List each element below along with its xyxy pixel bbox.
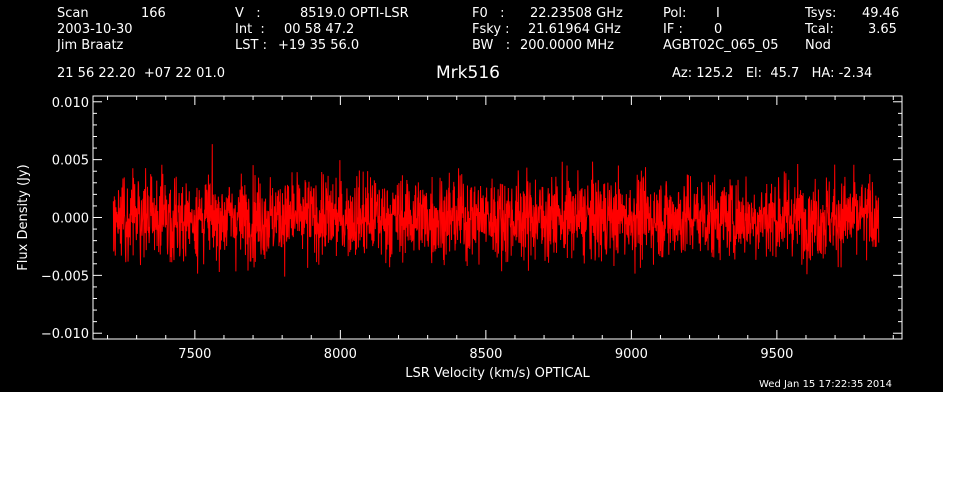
project-id: AGBT02C_065_05 (663, 38, 779, 53)
spectrum-trace-group (112, 144, 880, 277)
y-tick-label: −0.010 (41, 327, 89, 342)
observing-mode: Nod (805, 38, 831, 53)
source-coordinates: 21 56 22.20 +07 22 01.0 (57, 66, 226, 81)
fsky-value: 21.61964 GHz (528, 22, 621, 37)
x-tick-label: 8500 (469, 347, 502, 362)
tsys-label: Tsys: (805, 6, 837, 21)
plot-window: Scan 166 2003-10-30 Jim Braatz V : 8519.… (0, 0, 943, 392)
fsky-label: Fsky : (472, 22, 510, 37)
observation-date: 2003-10-30 (57, 22, 133, 37)
y-tick-label: 0.005 (52, 154, 89, 169)
axes: 7500 8000 8500 9000 9500 −0.010 −0.005 0.000 0.0… (41, 96, 902, 362)
if-value: 0 (714, 22, 723, 37)
bandwidth-label: BW : (472, 38, 511, 53)
tcal-value: 3.65 (868, 22, 897, 37)
velocity-label: V : (235, 6, 261, 21)
f0-label: F0 : (472, 6, 505, 21)
spectrum-chart: 7500 8000 8500 9000 9500 −0.010 −0.005 0.000 0.0… (16, 95, 903, 381)
tcal-label: Tcal: (805, 22, 834, 37)
y-axis-label: Flux Density (Jy) (16, 164, 31, 270)
pol-label: Pol: (663, 6, 687, 21)
if-label: IF : (663, 22, 683, 37)
y-tick-label: 0.000 (52, 212, 89, 227)
bandwidth-value: 200.0000 MHz (520, 38, 614, 53)
f0-value: 22.23508 GHz (530, 6, 623, 21)
lst-label: LST : (235, 38, 267, 53)
scan-value: 166 (141, 6, 166, 21)
plot-timestamp: Wed Jan 15 17:22:35 2014 (759, 379, 893, 390)
tsys-value: 49.46 (862, 6, 900, 21)
y-tick-label: −0.005 (41, 269, 89, 284)
integration-value: 00 58 47.2 (284, 22, 355, 37)
velocity-value: 8519.0 OPTI-LSR (300, 6, 409, 21)
pol-value: I (716, 6, 720, 21)
x-tick-label: 7500 (178, 347, 211, 362)
observer-name: Jim Braatz (57, 38, 124, 53)
integration-label: Int : (235, 22, 265, 37)
lst-value: +19 35 56.0 (278, 38, 360, 53)
x-tick-label: 9000 (615, 347, 648, 362)
x-tick-label: 9500 (760, 347, 793, 362)
y-tick-label: 0.010 (52, 96, 89, 111)
x-tick-label: 8000 (324, 347, 357, 362)
x-axis-label: LSR Velocity (km/s) OPTICAL (405, 366, 590, 381)
scan-label: Scan (57, 6, 89, 21)
spectrum-trace (112, 144, 880, 277)
az-el-ha: Az: 125.2 El: 45.7 HA: -2.34 (672, 66, 873, 81)
source-name: Mrk516 (436, 63, 500, 83)
